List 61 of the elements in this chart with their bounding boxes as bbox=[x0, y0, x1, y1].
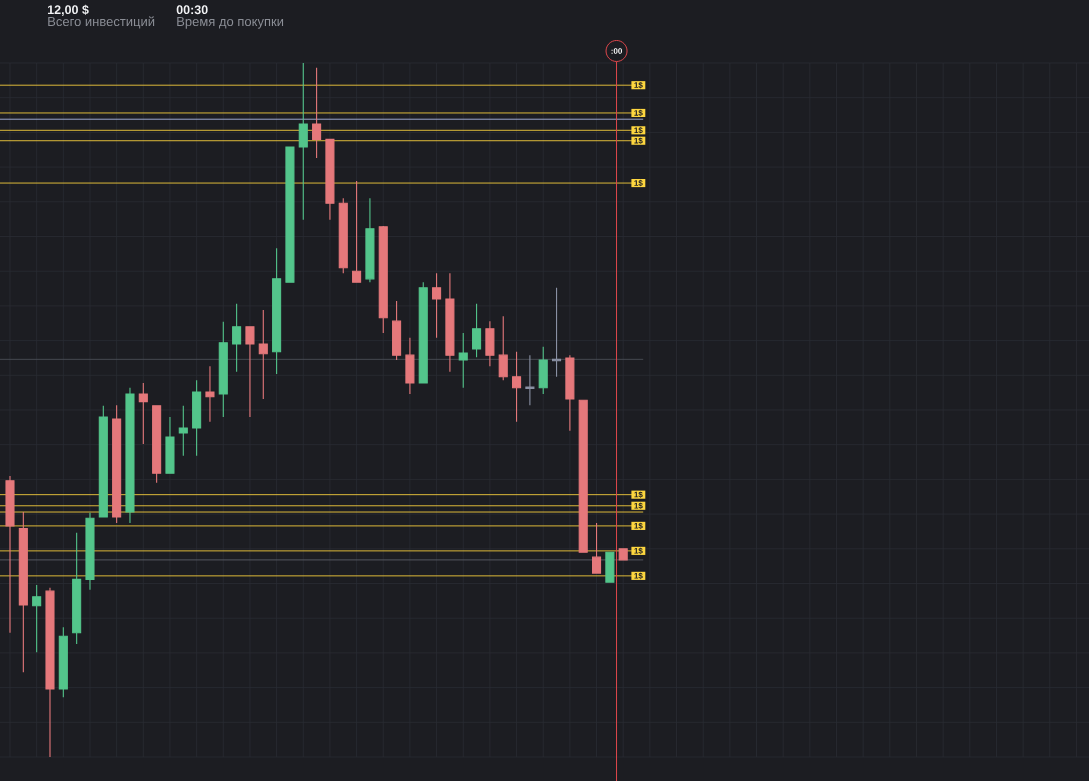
candlestick bbox=[445, 272, 455, 373]
annotation: 1$ bbox=[634, 522, 643, 530]
candlestick bbox=[312, 67, 322, 159]
candlestick bbox=[378, 225, 388, 334]
annotation: 1$ bbox=[634, 502, 643, 510]
candlestick bbox=[205, 365, 215, 423]
text: Время до покупки bbox=[177, 17, 284, 29]
candlestick bbox=[325, 138, 335, 221]
candlestick bbox=[232, 303, 242, 373]
annotation: 1$ bbox=[634, 137, 643, 144]
candlestick bbox=[578, 399, 588, 553]
text: Всего инвестиций bbox=[48, 16, 155, 29]
candlestick bbox=[32, 584, 42, 653]
candlestick bbox=[258, 309, 268, 400]
candlestick bbox=[405, 337, 415, 395]
candlestick bbox=[58, 626, 68, 698]
candlestick bbox=[72, 532, 82, 645]
candlestick bbox=[138, 382, 148, 445]
candlestick bbox=[498, 315, 508, 381]
text: 12,00 $ bbox=[47, 4, 89, 16]
annotation: 1$ bbox=[634, 491, 643, 498]
candlestick bbox=[165, 416, 175, 474]
candlestick bbox=[352, 180, 362, 283]
candlestick bbox=[178, 405, 188, 457]
candlestick bbox=[298, 62, 308, 221]
candlestick bbox=[98, 405, 108, 518]
candlestick bbox=[512, 351, 522, 423]
candlestick bbox=[152, 405, 162, 484]
candlestick bbox=[458, 332, 468, 389]
candlestick bbox=[525, 354, 535, 406]
annotation: 1$ bbox=[634, 127, 643, 134]
candlestick bbox=[18, 511, 28, 673]
annotation: 1$ bbox=[634, 179, 643, 187]
candlestick bbox=[592, 522, 602, 574]
candlestick bbox=[272, 247, 282, 375]
annotation: 1$ bbox=[634, 547, 643, 555]
candlestick bbox=[218, 321, 228, 418]
candlestick bbox=[338, 197, 348, 274]
annotation: 1$ bbox=[634, 109, 643, 117]
candlestick bbox=[85, 512, 95, 591]
candlestick bbox=[45, 587, 55, 758]
candlestick bbox=[472, 303, 482, 358]
candlestick bbox=[192, 379, 202, 457]
candlestick bbox=[285, 146, 295, 283]
candlestick bbox=[565, 354, 575, 432]
candlestick bbox=[605, 551, 615, 583]
candlestick bbox=[245, 326, 255, 418]
text: :00 bbox=[611, 48, 622, 54]
annotation: 1$ bbox=[634, 81, 643, 89]
candlestick bbox=[618, 548, 628, 561]
annotation: 1$ bbox=[634, 572, 643, 580]
candlestick bbox=[538, 346, 548, 395]
candlestick bbox=[485, 320, 495, 367]
candlestick bbox=[125, 387, 135, 524]
candlestick bbox=[432, 272, 442, 339]
text: 00:30 bbox=[176, 5, 208, 15]
candlestick bbox=[392, 300, 402, 361]
candlestick bbox=[112, 404, 122, 524]
candlestick bbox=[365, 197, 375, 283]
candlestick bbox=[418, 281, 428, 384]
candlestick bbox=[5, 475, 15, 634]
